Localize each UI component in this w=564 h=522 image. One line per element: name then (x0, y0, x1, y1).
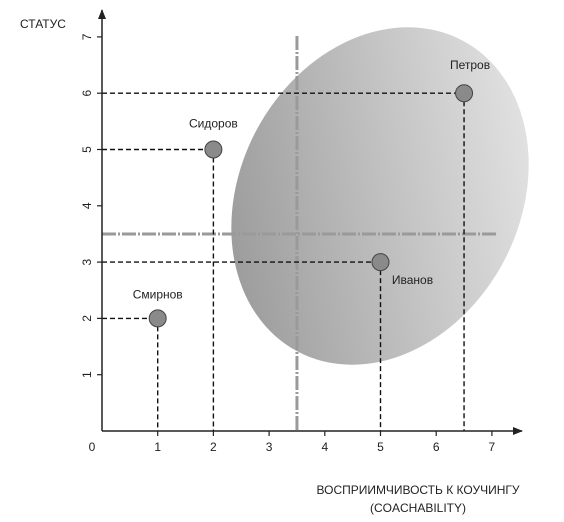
data-point (148, 309, 167, 328)
y-tick-label: 4 (80, 202, 94, 209)
y-tick-label: 3 (80, 258, 94, 265)
guide-lines (102, 92, 465, 431)
y-tick-label: 5 (80, 146, 94, 153)
y-tick-label: 2 (80, 315, 94, 322)
x-tick-label: 3 (266, 440, 273, 454)
point-label: Смирнов (133, 287, 183, 301)
axis-ticks: 0 1 2 3 4 5 6 7 1 2 3 4 5 6 7 (80, 33, 495, 454)
y-tick-label: 1 (80, 371, 94, 378)
x-tick-label: 2 (210, 440, 217, 454)
highlight-zone (231, 27, 529, 365)
data-points: Смирнов Сидоров Иванов Петров (133, 58, 490, 328)
x-tick-label: 0 (89, 440, 96, 454)
data-point (455, 84, 474, 103)
y-axis-title: СТАТУС (20, 17, 66, 31)
x-tick-label: 4 (321, 440, 328, 454)
data-point (371, 253, 390, 272)
x-axis-subtitle: (COACHABILITY) (370, 501, 466, 515)
x-axis-title: ВОСПРИИМЧИВОСТЬ К КОУЧИНГУ (317, 483, 520, 497)
data-point (204, 140, 223, 159)
x-tick-label: 5 (377, 440, 384, 454)
point-label: Иванов (392, 273, 433, 287)
x-tick-label: 7 (489, 440, 496, 454)
x-tick-label: 6 (433, 440, 440, 454)
point-label: Петров (450, 58, 490, 72)
y-tick-label: 6 (80, 90, 94, 97)
y-tick-label: 7 (80, 33, 94, 40)
x-tick-label: 1 (154, 440, 161, 454)
point-label: Сидоров (189, 117, 238, 131)
